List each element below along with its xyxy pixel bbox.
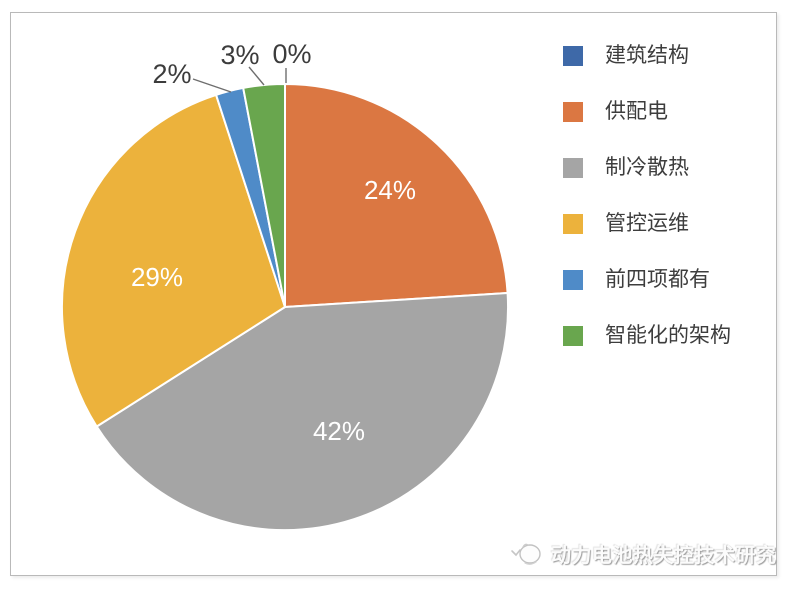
legend-label: 制冷散热 — [605, 156, 689, 179]
legend-item-4: 前四项都有 — [563, 268, 731, 292]
watermark-text: 动力电池热失控技术研究 — [551, 544, 777, 567]
legend-item-3: 管控运维 — [563, 212, 731, 236]
watermark-logo-icon — [511, 543, 541, 565]
legend-label: 智能化的架构 — [605, 324, 731, 347]
legend: 建筑结构供配电制冷散热管控运维前四项都有智能化的架构 — [563, 44, 731, 380]
legend-swatch-icon — [563, 270, 583, 290]
legend-swatch-icon — [563, 46, 583, 66]
legend-swatch-icon — [563, 326, 583, 346]
legend-swatch-icon — [563, 214, 583, 234]
legend-swatch-icon — [563, 102, 583, 122]
legend-swatch-icon — [563, 158, 583, 178]
legend-item-1: 供配电 — [563, 100, 731, 124]
legend-item-5: 智能化的架构 — [563, 324, 731, 348]
legend-item-0: 建筑结构 — [563, 44, 731, 68]
legend-label: 前四项都有 — [605, 268, 710, 291]
legend-item-2: 制冷散热 — [563, 156, 731, 180]
legend-label: 供配电 — [605, 100, 668, 123]
legend-label: 建筑结构 — [605, 44, 689, 67]
legend-label: 管控运维 — [605, 212, 689, 235]
watermark: 动力电池热失控技术研究 — [509, 537, 777, 569]
